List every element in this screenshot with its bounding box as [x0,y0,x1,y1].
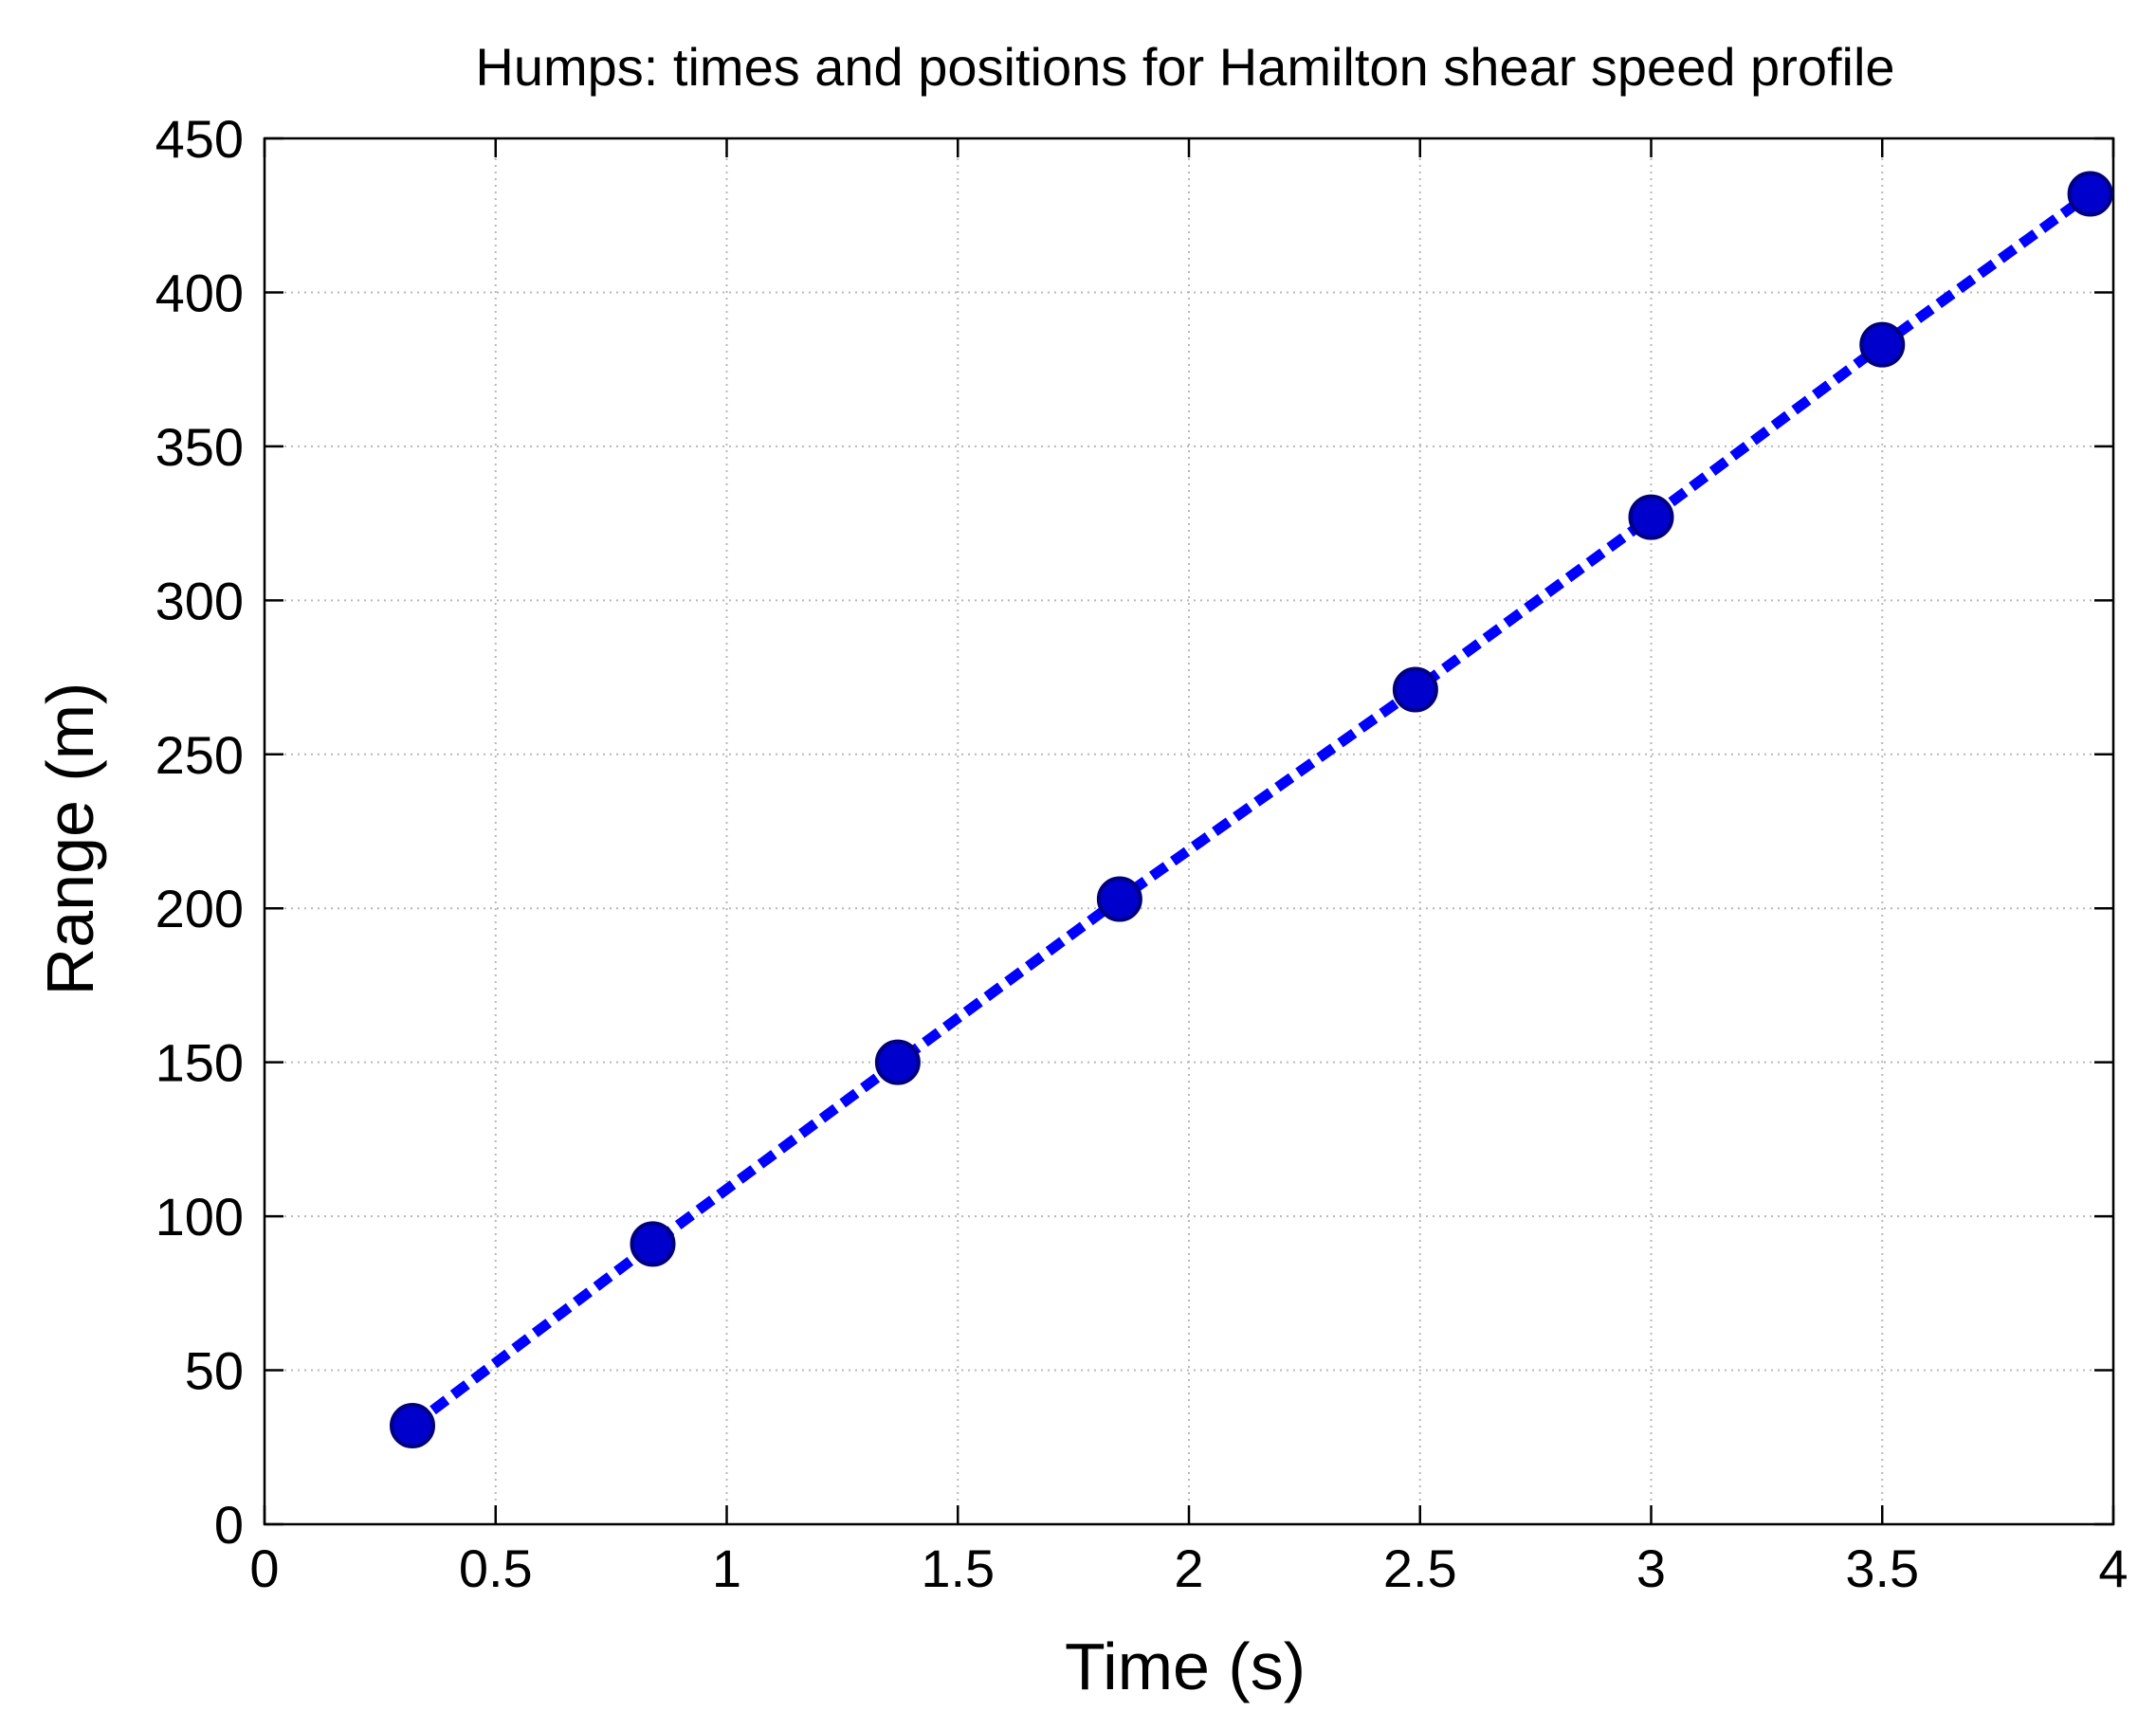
data-point [874,1039,921,1085]
y-tick-label: 400 [155,263,244,322]
x-tick-label: 1 [712,1538,741,1598]
y-tick-label: 50 [185,1341,244,1401]
x-tick-label: 0.5 [459,1538,533,1598]
y-tick-label: 250 [155,725,244,785]
axes [263,136,2115,1526]
grid [265,138,2113,1524]
y-tick-label: 350 [155,417,244,477]
data-point [1859,321,1906,368]
y-tick-label: 450 [155,109,244,169]
series-layer [390,171,2113,1449]
chart-title: Humps: times and positions for Hamilton … [475,37,1894,97]
y-tick-label: 0 [214,1495,244,1555]
y-tick-label: 100 [155,1187,244,1247]
x-tick-label: 4 [2098,1538,2128,1598]
x-axis-label: Time (s) [1065,1629,1306,1703]
x-tick-label: 3 [1636,1538,1666,1598]
labels: Humps: times and positions for Hamilton … [33,37,2129,1703]
x-tick-label: 3.5 [1845,1538,1919,1598]
x-tick-label: 1.5 [921,1538,995,1598]
y-tick-label: 150 [155,1033,244,1093]
data-point [1392,666,1438,713]
data-point [1628,494,1674,540]
data-point [390,1403,435,1449]
y-tick-label: 200 [155,879,244,938]
x-tick-label: 0 [249,1538,279,1598]
data-point [1096,876,1142,922]
y-axis-label: Range (m) [33,682,107,996]
data-point [2067,171,2113,217]
data-point [630,1221,676,1267]
y-tick-label: 300 [155,571,244,630]
x-tick-label: 2.5 [1383,1538,1457,1598]
x-tick-label: 2 [1174,1538,1203,1598]
series-line [409,190,2093,1430]
